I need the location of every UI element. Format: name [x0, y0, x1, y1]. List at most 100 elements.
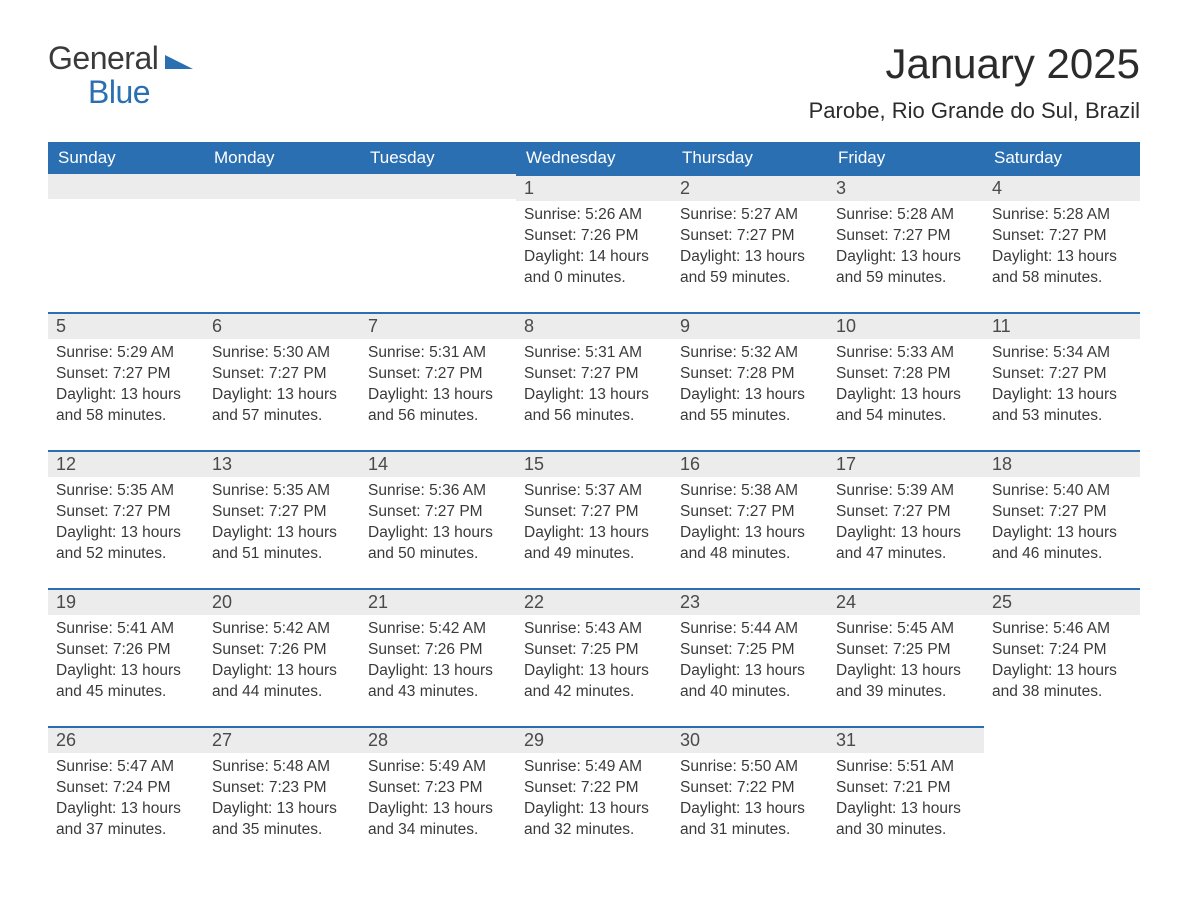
sunset-line: Sunset: 7:27 PM — [680, 502, 820, 523]
sunrise-line: Sunrise: 5:42 AM — [212, 619, 352, 640]
day-number: 27 — [204, 726, 360, 753]
sunset-line: Sunset: 7:26 PM — [368, 640, 508, 661]
sunrise-line: Sunrise: 5:27 AM — [680, 205, 820, 226]
sunset-line: Sunset: 7:25 PM — [524, 640, 664, 661]
day-details: Sunrise: 5:26 AMSunset: 7:26 PMDaylight:… — [516, 201, 672, 293]
sunrise-line: Sunrise: 5:38 AM — [680, 481, 820, 502]
day-number: 22 — [516, 588, 672, 615]
sunset-line: Sunset: 7:26 PM — [524, 226, 664, 247]
day-details: Sunrise: 5:29 AMSunset: 7:27 PMDaylight:… — [48, 339, 204, 431]
sunrise-line: Sunrise: 5:26 AM — [524, 205, 664, 226]
calendar-cell: 6Sunrise: 5:30 AMSunset: 7:27 PMDaylight… — [204, 312, 360, 450]
day-details: Sunrise: 5:41 AMSunset: 7:26 PMDaylight:… — [48, 615, 204, 707]
calendar-table: SundayMondayTuesdayWednesdayThursdayFrid… — [48, 142, 1140, 864]
day-number: 6 — [204, 312, 360, 339]
sunrise-line: Sunrise: 5:29 AM — [56, 343, 196, 364]
daylight-line: Daylight: 13 hours and 31 minutes. — [680, 799, 820, 841]
day-number: 7 — [360, 312, 516, 339]
logo-text-blue: Blue — [88, 74, 193, 111]
day-number: 24 — [828, 588, 984, 615]
daylight-line: Daylight: 13 hours and 42 minutes. — [524, 661, 664, 703]
sunset-line: Sunset: 7:24 PM — [56, 778, 196, 799]
sunset-line: Sunset: 7:27 PM — [56, 502, 196, 523]
calendar-cell: 26Sunrise: 5:47 AMSunset: 7:24 PMDayligh… — [48, 726, 204, 864]
calendar-cell: 20Sunrise: 5:42 AMSunset: 7:26 PMDayligh… — [204, 588, 360, 726]
sunrise-line: Sunrise: 5:49 AM — [524, 757, 664, 778]
calendar-cell — [48, 174, 204, 312]
sunrise-line: Sunrise: 5:33 AM — [836, 343, 976, 364]
sunrise-line: Sunrise: 5:39 AM — [836, 481, 976, 502]
day-details: Sunrise: 5:35 AMSunset: 7:27 PMDaylight:… — [204, 477, 360, 569]
weekday-header: Friday — [828, 142, 984, 174]
day-details: Sunrise: 5:46 AMSunset: 7:24 PMDaylight:… — [984, 615, 1140, 707]
daylight-line: Daylight: 13 hours and 51 minutes. — [212, 523, 352, 565]
location: Parobe, Rio Grande do Sul, Brazil — [809, 98, 1140, 124]
sunrise-line: Sunrise: 5:31 AM — [524, 343, 664, 364]
sunrise-line: Sunrise: 5:37 AM — [524, 481, 664, 502]
daylight-line: Daylight: 13 hours and 55 minutes. — [680, 385, 820, 427]
day-details: Sunrise: 5:31 AMSunset: 7:27 PMDaylight:… — [516, 339, 672, 431]
sunrise-line: Sunrise: 5:35 AM — [212, 481, 352, 502]
day-details: Sunrise: 5:50 AMSunset: 7:22 PMDaylight:… — [672, 753, 828, 845]
day-number: 14 — [360, 450, 516, 477]
daylight-line: Daylight: 13 hours and 37 minutes. — [56, 799, 196, 841]
day-number: 30 — [672, 726, 828, 753]
daylight-line: Daylight: 13 hours and 53 minutes. — [992, 385, 1132, 427]
calendar-cell — [204, 174, 360, 312]
daylight-line: Daylight: 13 hours and 58 minutes. — [56, 385, 196, 427]
day-number: 17 — [828, 450, 984, 477]
sunset-line: Sunset: 7:27 PM — [836, 226, 976, 247]
sunrise-line: Sunrise: 5:41 AM — [56, 619, 196, 640]
day-number: 2 — [672, 174, 828, 201]
sunset-line: Sunset: 7:26 PM — [56, 640, 196, 661]
sunset-line: Sunset: 7:27 PM — [368, 364, 508, 385]
day-details: Sunrise: 5:33 AMSunset: 7:28 PMDaylight:… — [828, 339, 984, 431]
calendar-cell: 9Sunrise: 5:32 AMSunset: 7:28 PMDaylight… — [672, 312, 828, 450]
weekday-header: Saturday — [984, 142, 1140, 174]
day-details: Sunrise: 5:51 AMSunset: 7:21 PMDaylight:… — [828, 753, 984, 845]
calendar-cell: 7Sunrise: 5:31 AMSunset: 7:27 PMDaylight… — [360, 312, 516, 450]
day-details: Sunrise: 5:35 AMSunset: 7:27 PMDaylight:… — [48, 477, 204, 569]
calendar-week: 26Sunrise: 5:47 AMSunset: 7:24 PMDayligh… — [48, 726, 1140, 864]
sunset-line: Sunset: 7:22 PM — [680, 778, 820, 799]
day-details: Sunrise: 5:28 AMSunset: 7:27 PMDaylight:… — [984, 201, 1140, 293]
day-details: Sunrise: 5:37 AMSunset: 7:27 PMDaylight:… — [516, 477, 672, 569]
day-number: 31 — [828, 726, 984, 753]
calendar-cell: 28Sunrise: 5:49 AMSunset: 7:23 PMDayligh… — [360, 726, 516, 864]
sunrise-line: Sunrise: 5:44 AM — [680, 619, 820, 640]
daylight-line: Daylight: 13 hours and 54 minutes. — [836, 385, 976, 427]
calendar-cell: 30Sunrise: 5:50 AMSunset: 7:22 PMDayligh… — [672, 726, 828, 864]
day-number: 11 — [984, 312, 1140, 339]
day-details: Sunrise: 5:42 AMSunset: 7:26 PMDaylight:… — [204, 615, 360, 707]
day-number: 29 — [516, 726, 672, 753]
weekday-header: Sunday — [48, 142, 204, 174]
sunset-line: Sunset: 7:27 PM — [524, 502, 664, 523]
calendar-cell — [360, 174, 516, 312]
header: General Blue January 2025 Parobe, Rio Gr… — [48, 40, 1140, 134]
day-number: 25 — [984, 588, 1140, 615]
sunrise-line: Sunrise: 5:32 AM — [680, 343, 820, 364]
day-details: Sunrise: 5:49 AMSunset: 7:22 PMDaylight:… — [516, 753, 672, 845]
sunrise-line: Sunrise: 5:43 AM — [524, 619, 664, 640]
daylight-line: Daylight: 13 hours and 46 minutes. — [992, 523, 1132, 565]
day-details: Sunrise: 5:48 AMSunset: 7:23 PMDaylight:… — [204, 753, 360, 845]
calendar-week: 12Sunrise: 5:35 AMSunset: 7:27 PMDayligh… — [48, 450, 1140, 588]
sunrise-line: Sunrise: 5:28 AM — [992, 205, 1132, 226]
logo-text-general: General — [48, 40, 158, 76]
logo-fin-icon — [165, 51, 193, 74]
day-number: 28 — [360, 726, 516, 753]
sunset-line: Sunset: 7:27 PM — [56, 364, 196, 385]
weekday-header: Wednesday — [516, 142, 672, 174]
daylight-line: Daylight: 13 hours and 58 minutes. — [992, 247, 1132, 289]
sunrise-line: Sunrise: 5:48 AM — [212, 757, 352, 778]
sunset-line: Sunset: 7:23 PM — [212, 778, 352, 799]
day-number: 4 — [984, 174, 1140, 201]
daylight-line: Daylight: 13 hours and 38 minutes. — [992, 661, 1132, 703]
day-details: Sunrise: 5:47 AMSunset: 7:24 PMDaylight:… — [48, 753, 204, 845]
sunset-line: Sunset: 7:27 PM — [524, 364, 664, 385]
day-number: 19 — [48, 588, 204, 615]
sunrise-line: Sunrise: 5:36 AM — [368, 481, 508, 502]
sunrise-line: Sunrise: 5:45 AM — [836, 619, 976, 640]
calendar-cell: 14Sunrise: 5:36 AMSunset: 7:27 PMDayligh… — [360, 450, 516, 588]
day-details: Sunrise: 5:45 AMSunset: 7:25 PMDaylight:… — [828, 615, 984, 707]
